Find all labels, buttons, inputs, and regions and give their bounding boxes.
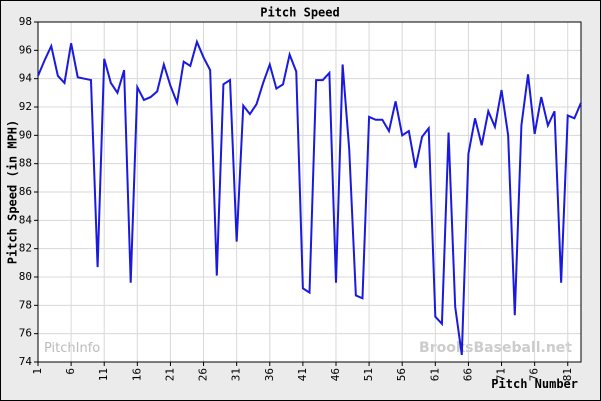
x-tick-label: 56 (395, 368, 408, 381)
y-tick-label: 98 (19, 15, 32, 28)
y-tick-label: 86 (19, 185, 32, 198)
x-tick-label: 6 (64, 368, 77, 375)
y-tick-label: 88 (19, 157, 32, 170)
y-tick-label: 96 (19, 43, 32, 56)
y-axis-label: Pitch Speed (in MPH) (6, 120, 20, 265)
x-tick-label: 31 (230, 368, 243, 381)
y-tick-label: 76 (19, 327, 32, 340)
x-tick-label: 61 (428, 368, 441, 381)
x-tick-label: 16 (130, 368, 143, 381)
x-tick-label: 81 (561, 368, 574, 381)
y-tick-label: 84 (19, 213, 33, 226)
x-tick-label: 41 (296, 368, 309, 381)
y-tick-label: 82 (19, 242, 32, 255)
y-tick-label: 80 (19, 270, 32, 283)
x-tick-label: 1 (31, 368, 44, 375)
x-tick-label: 51 (362, 368, 375, 381)
chart-title: Pitch Speed (260, 6, 339, 20)
y-tick-label: 94 (19, 72, 33, 85)
x-tick-label: 46 (329, 368, 342, 381)
x-axis-label: Pitch Number (491, 377, 578, 391)
watermark: BrooksBaseball.net (419, 340, 572, 356)
y-tick-label: 92 (19, 100, 32, 113)
x-tick-label: 21 (163, 368, 176, 381)
x-tick-label: 36 (263, 368, 276, 381)
x-tick-label: 71 (495, 368, 508, 381)
x-tick-label: 66 (461, 368, 474, 381)
y-tick-label: 78 (19, 298, 32, 311)
line (37, 38, 582, 356)
plot-border (37, 21, 582, 363)
x-tick-label: 76 (528, 368, 541, 381)
x-tick-label: 11 (97, 368, 110, 381)
y-tick-label: 74 (19, 355, 33, 368)
watermark: PitchInfo (44, 341, 100, 356)
y-tick-label: 90 (19, 128, 32, 141)
x-tick-label: 26 (197, 368, 210, 381)
